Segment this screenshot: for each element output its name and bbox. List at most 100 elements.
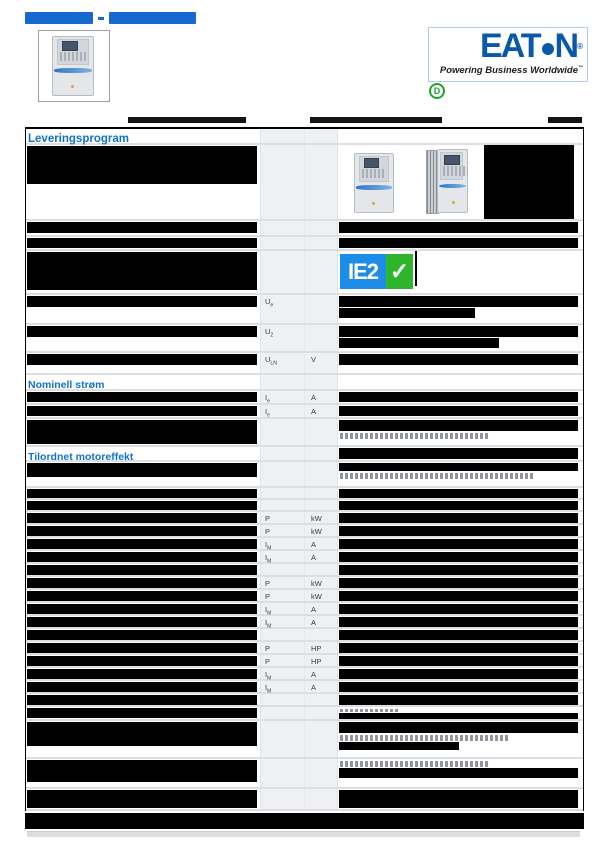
spec-label-cell <box>26 590 260 601</box>
label-redacted-bar <box>27 669 257 679</box>
spec-label-cell <box>26 488 260 498</box>
spec-symbol-cell <box>260 375 304 389</box>
label-redacted-bar <box>27 526 257 536</box>
spec-value-cell <box>337 616 583 627</box>
value-redacted-bar <box>339 489 578 498</box>
label-redacted-bar <box>27 682 257 692</box>
table-row: IM A <box>26 603 583 617</box>
spec-value-cell <box>337 462 583 486</box>
label-redacted-bar <box>27 708 257 718</box>
label-redacted-bar <box>27 591 257 601</box>
spec-symbol-cell: P <box>260 642 304 653</box>
spec-unit: A <box>311 407 317 416</box>
value-redacted-bar <box>339 656 578 666</box>
certification-d-icon: D <box>429 83 445 99</box>
spec-unit-cell <box>304 789 337 809</box>
label-redacted-bar <box>27 695 257 705</box>
spec-label-cell <box>26 462 260 486</box>
value-redacted-bar <box>339 420 578 431</box>
spec-value-cell <box>337 295 583 323</box>
spec-symbol-cell <box>260 251 304 293</box>
spec-symbol: P <box>265 514 271 523</box>
spec-value-cell <box>337 655 583 666</box>
value-redacted-bar <box>339 713 578 719</box>
drive-side-image <box>426 149 468 214</box>
image-redacted-box <box>484 145 574 219</box>
footer-text-redacted <box>25 813 584 829</box>
value-redacted-bar <box>339 565 578 575</box>
spec-value-cell <box>337 391 583 403</box>
spec-label-cell <box>26 295 260 323</box>
spec-value-cell <box>337 681 583 692</box>
drive-front-image <box>354 153 394 213</box>
section-heading: Tilordnet motoreffekt <box>28 451 134 463</box>
spec-value-cell <box>337 789 583 809</box>
value-redacted-bar <box>339 742 459 750</box>
spec-symbol: IM <box>265 683 272 695</box>
label-redacted-bar <box>27 501 257 510</box>
value-redacted-bar <box>339 308 475 318</box>
spec-unit: kW <box>311 592 322 601</box>
spec-unit-cell: kW <box>304 590 337 601</box>
spec-value-cell <box>337 668 583 679</box>
value-redacted-bar <box>339 354 578 365</box>
spec-symbol-cell <box>260 721 304 757</box>
spec-symbol: IM <box>265 618 272 630</box>
label-redacted-bar <box>27 539 257 549</box>
document-title-link[interactable] <box>25 12 196 24</box>
spec-value-cell <box>337 525 583 536</box>
spec-symbol-cell <box>260 629 304 640</box>
value-redacted-bar <box>339 630 578 640</box>
spec-symbol-cell: Ie <box>260 405 304 419</box>
spec-symbol-cell <box>260 129 304 143</box>
spec-symbol-cell <box>260 694 304 705</box>
value-redacted-bar <box>339 392 578 402</box>
spec-symbol: P <box>265 527 271 536</box>
spec-symbol: IM <box>265 605 272 617</box>
table-row: IM A <box>26 668 583 682</box>
value-redacted-bar <box>339 338 499 348</box>
table-row: U2 <box>26 325 583 353</box>
table-row <box>26 629 583 642</box>
label-redacted-bar <box>27 146 257 184</box>
spec-value-cell <box>337 221 583 235</box>
spec-unit-cell: A <box>304 616 337 627</box>
spec-table: Leveringsprogram IE2 ✓ Ue U2 ULN V Nominell str… <box>25 127 584 811</box>
value-redacted-bar <box>339 643 578 653</box>
fine-print-bar <box>310 117 442 123</box>
label-redacted-bar <box>27 790 257 808</box>
eaton-tagline: Powering Business Worldwide™ <box>439 65 583 77</box>
spec-value-cell <box>337 721 583 757</box>
table-row <box>26 237 583 251</box>
value-redacted-bar <box>339 326 578 337</box>
spec-value-cell <box>337 759 583 787</box>
spec-symbol-cell <box>260 488 304 498</box>
spec-unit-cell <box>304 564 337 575</box>
spec-symbol-cell: U2 <box>260 325 304 351</box>
value-redacted-bar <box>339 604 578 614</box>
spec-label-cell <box>26 577 260 588</box>
footer-rule <box>27 831 580 837</box>
spec-unit: A <box>311 540 317 549</box>
spec-label-cell <box>26 603 260 614</box>
title-redacted-segment <box>109 12 196 24</box>
spec-label-cell <box>26 325 260 351</box>
label-redacted-bar <box>27 489 257 498</box>
spec-symbol-cell <box>260 221 304 235</box>
value-redacted-bar <box>339 790 578 808</box>
spec-label-cell <box>26 629 260 640</box>
spec-symbol: Ie <box>265 407 270 419</box>
value-dotted-redacted <box>340 761 490 767</box>
title-redacted-segment <box>25 12 93 24</box>
spec-unit-cell <box>304 707 337 719</box>
spec-label-cell <box>26 759 260 787</box>
table-row: Ie A <box>26 405 583 419</box>
spec-symbol: P <box>265 579 271 588</box>
spec-label-cell <box>26 551 260 562</box>
spec-label-cell <box>26 694 260 705</box>
value-redacted-bar <box>339 526 578 536</box>
spec-value-cell <box>337 145 583 219</box>
spec-label-cell <box>26 721 260 757</box>
